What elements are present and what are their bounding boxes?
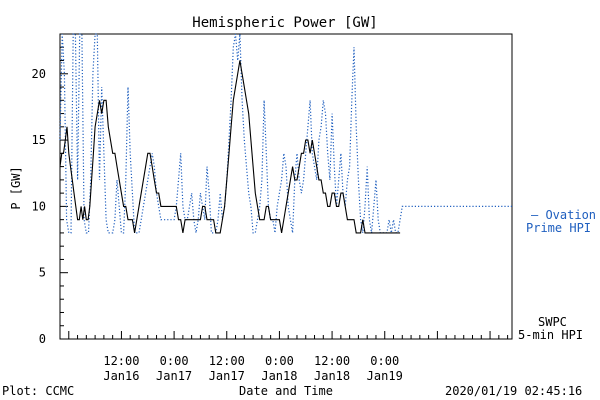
plot-frame bbox=[59, 33, 513, 340]
x-tick-label-time: 12:00 bbox=[103, 354, 139, 368]
y-tick-label: 10 bbox=[32, 199, 46, 213]
y-tick-label: 5 bbox=[39, 266, 46, 280]
series-ovation-prime-hpi bbox=[59, 33, 512, 234]
footer-plot-credit: Plot: CCMC bbox=[2, 384, 74, 398]
swpc-hpi-line bbox=[59, 60, 401, 234]
y-axis-label: P [GW] bbox=[9, 166, 23, 209]
x-tick-label-date: Jan17 bbox=[156, 369, 192, 383]
series-swpc-5min-hpi bbox=[59, 60, 401, 234]
x-axis: 12:00Jan160:00Jan1712:00Jan170:00Jan1812… bbox=[68, 331, 509, 383]
legend-swpc-line2: 5-min HPI bbox=[518, 328, 583, 342]
legend-ovation-line2: Prime HPI bbox=[526, 221, 591, 235]
x-tick-label-date: Jan18 bbox=[314, 369, 350, 383]
legend-ovation-line1: — Ovation bbox=[531, 208, 596, 222]
y-tick-label: 15 bbox=[32, 133, 46, 147]
x-tick-label-date: Jan19 bbox=[367, 369, 403, 383]
x-tick-label-date: Jan16 bbox=[103, 369, 139, 383]
x-tick-label-date: Jan17 bbox=[209, 369, 245, 383]
legend-swpc-line1: SWPC bbox=[538, 315, 567, 329]
ovation-prime-line bbox=[59, 33, 512, 234]
y-tick-label: 20 bbox=[32, 67, 46, 81]
y-axis: 0 5 10 15 20 bbox=[32, 33, 68, 346]
y-tick-label: 0 bbox=[39, 332, 46, 346]
x-tick-label-time: 0:00 bbox=[160, 354, 189, 368]
x-tick-label-date: Jan18 bbox=[261, 369, 297, 383]
x-tick-label-time: 12:00 bbox=[209, 354, 245, 368]
x-tick-label-time: 0:00 bbox=[370, 354, 399, 368]
chart-title: Hemispheric Power [GW] bbox=[192, 15, 377, 31]
x-tick-label-time: 12:00 bbox=[314, 354, 350, 368]
x-tick-label-time: 0:00 bbox=[265, 354, 294, 368]
footer-timestamp: 2020/01/19 02:45:16 bbox=[445, 384, 582, 398]
x-axis-label: Date and Time bbox=[239, 384, 333, 398]
